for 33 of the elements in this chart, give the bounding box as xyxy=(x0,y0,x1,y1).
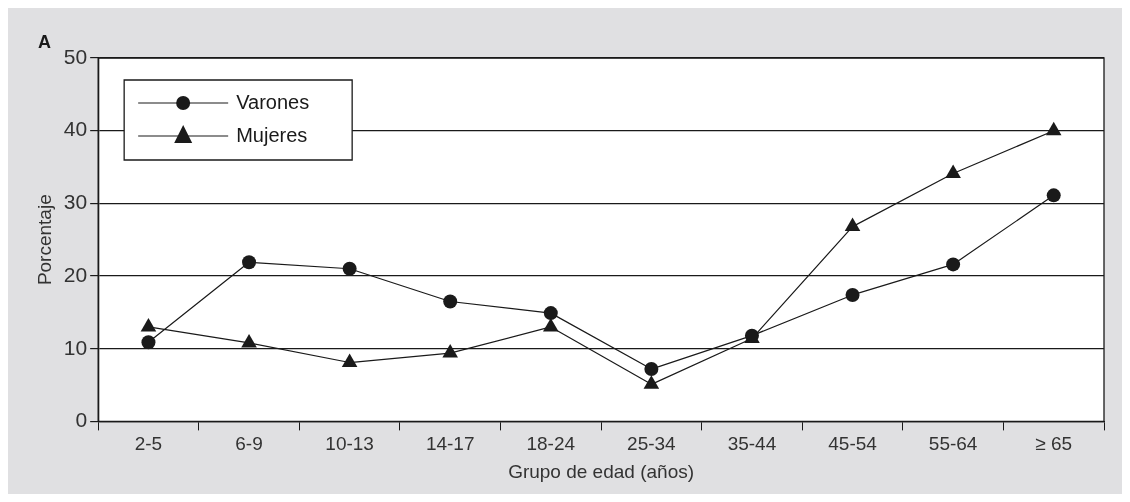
point xyxy=(945,164,961,179)
x-tick-label: 55-64 xyxy=(928,433,978,455)
y-tick-label: 40 xyxy=(63,117,88,141)
x-tick-label: 6-9 xyxy=(235,433,263,455)
legend-label: Mujeres xyxy=(236,123,308,146)
point xyxy=(141,335,156,350)
x-tick-label: 10-13 xyxy=(325,433,374,455)
point xyxy=(443,294,458,309)
y-tick-label: 0 xyxy=(75,408,88,432)
x-axis-title: Grupo de edad (años) xyxy=(508,460,695,482)
x-tick-label: 35-44 xyxy=(727,433,777,455)
point xyxy=(1046,188,1061,203)
x-tick-label: 18-24 xyxy=(526,433,576,455)
point xyxy=(543,306,558,321)
x-tick-label: 14-17 xyxy=(425,433,475,455)
x-tick-label: 45-54 xyxy=(828,433,878,455)
y-tick-label: 20 xyxy=(63,262,88,286)
point xyxy=(844,217,861,232)
legend-label: Varones xyxy=(236,90,310,113)
y-tick-label: 10 xyxy=(63,335,88,359)
point xyxy=(342,261,357,276)
y-tick-label: 50 xyxy=(63,44,88,68)
point xyxy=(242,255,257,270)
point xyxy=(946,257,961,272)
point xyxy=(644,362,659,377)
x-tick-label: ≥ 65 xyxy=(1035,433,1073,455)
x-tick-label: 2-5 xyxy=(134,433,163,455)
y-axis-title: Porcentaje xyxy=(33,194,55,286)
point xyxy=(1045,121,1062,136)
x-tick-label: 25-34 xyxy=(627,433,677,455)
text: A xyxy=(38,31,51,52)
y-tick-label: 30 xyxy=(63,190,88,214)
point xyxy=(845,287,860,302)
